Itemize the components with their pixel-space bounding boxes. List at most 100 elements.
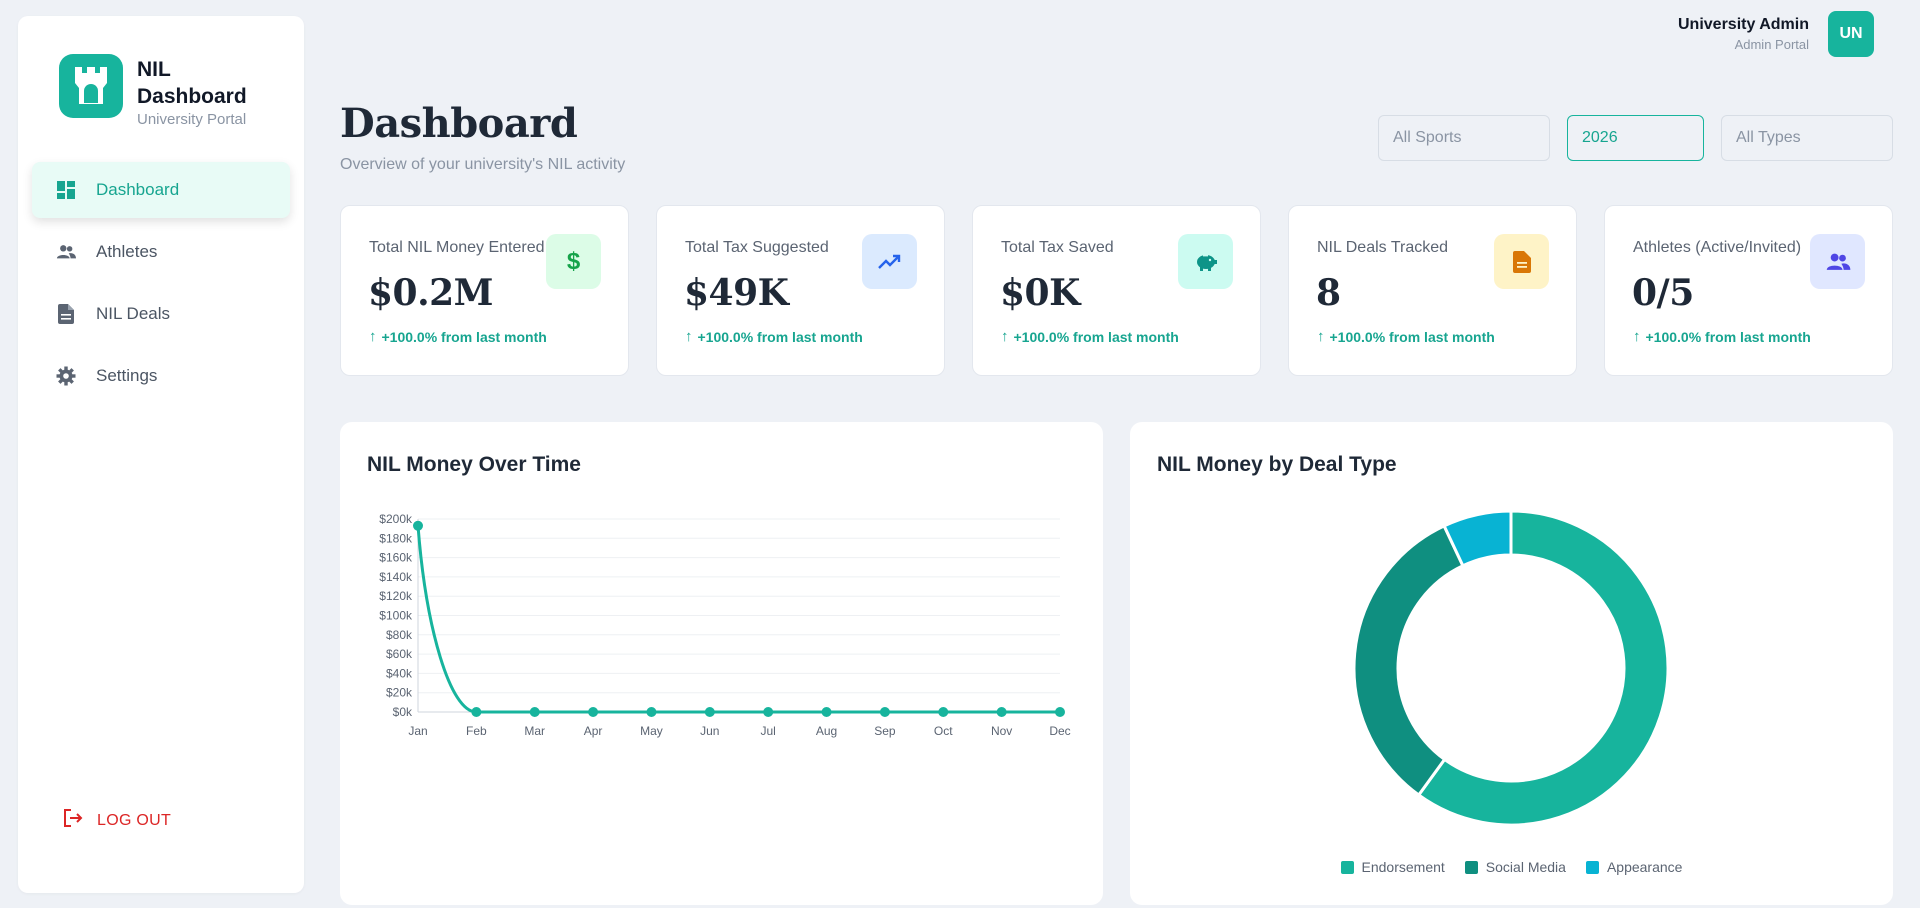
dashboard-icon (56, 180, 76, 200)
legend-label: Endorsement (1361, 859, 1445, 875)
data-point[interactable] (646, 707, 657, 717)
x-tick-label: Apr (584, 724, 603, 738)
chart-legend: Endorsement Social Media Appearance (1130, 859, 1893, 875)
arrow-up-icon: ↑ (1633, 328, 1641, 345)
people-icon (1810, 234, 1865, 289)
sidebar-item-dashboard[interactable]: Dashboard (32, 162, 290, 218)
user-menu[interactable]: University Admin Admin Portal UN (1678, 11, 1874, 57)
arrow-up-icon: ↑ (369, 328, 377, 345)
sport-filter-select[interactable]: All Sports (1378, 115, 1550, 161)
donut-chart (1352, 509, 1670, 827)
stat-card-total-tax-suggested: Total Tax Suggested $49K ↑ +100.0% from l… (656, 205, 945, 376)
piggy-bank-icon (1178, 234, 1233, 289)
data-point[interactable] (588, 707, 599, 717)
x-tick-label: Oct (934, 724, 953, 738)
legend-label: Appearance (1606, 859, 1683, 875)
trending-up-icon (862, 234, 917, 289)
y-tick-label: $20k (386, 686, 413, 700)
year-filter-select[interactable]: 2026 (1567, 115, 1704, 161)
castle-logo-icon (59, 54, 123, 118)
data-point[interactable] (821, 707, 832, 717)
y-tick-label: $0k (393, 705, 413, 719)
legend-label: Social Media (1485, 859, 1566, 875)
arrow-up-icon: ↑ (685, 328, 693, 345)
user-name: University Admin (1678, 16, 1809, 33)
logout-button[interactable]: LOG OUT (63, 808, 171, 833)
brand-title: NIL Dashboard (137, 58, 247, 108)
donut-chart-panel: NIL Money by Deal Type Endorsement Social… (1130, 422, 1893, 905)
arrow-up-icon: ↑ (1317, 328, 1325, 345)
stat-card-total-nil-money: Total NIL Money Entered $0.2M ↑ +100.0% f… (340, 205, 629, 376)
y-tick-label: $120k (379, 589, 413, 603)
sidebar-item-settings[interactable]: Settings (32, 348, 290, 404)
legend-swatch (1585, 860, 1599, 874)
arrow-up-icon: ↑ (1001, 328, 1009, 345)
y-tick-label: $180k (379, 531, 413, 545)
stat-card-athletes: Athletes (Active/Invited) 0/5 ↑ +100.0% f… (1604, 205, 1893, 376)
sidebar: NIL Dashboard University Portal Dashboar… (18, 16, 304, 893)
stat-value: 0/5 (1632, 272, 1694, 314)
stat-label: Total NIL Money Entered (369, 239, 545, 256)
legend-item[interactable]: Appearance (1585, 859, 1683, 875)
stat-label: NIL Deals Tracked (1317, 239, 1449, 256)
sidebar-item-athletes[interactable]: Athletes (32, 224, 290, 280)
filter-bar: All Sports 2026 All Types (1378, 115, 1893, 161)
sidebar-item-nil-deals[interactable]: NIL Deals (32, 286, 290, 342)
sidebar-nav: Dashboard Athletes NIL Deals Settings (32, 162, 290, 410)
stat-delta-text: +100.0% from last month (381, 328, 547, 345)
y-tick-label: $140k (379, 570, 413, 584)
panel-title: NIL Money Over Time (367, 453, 581, 476)
y-tick-label: $80k (386, 628, 413, 642)
x-tick-label: Mar (524, 724, 545, 738)
y-tick-label: $60k (386, 647, 413, 661)
stat-label: Total Tax Saved (1001, 239, 1114, 256)
sidebar-item-label: Athletes (96, 242, 158, 261)
data-point[interactable] (704, 707, 715, 717)
data-point[interactable] (996, 707, 1007, 717)
document-icon (1494, 234, 1549, 289)
avatar[interactable]: UN (1828, 11, 1874, 57)
data-point[interactable] (413, 520, 423, 531)
line-chart: $0k $20k $40k $60k $80k $100k $120k $140k $160k $… (379, 512, 1070, 738)
series-line (416, 525, 1060, 714)
x-tick-label: Jul (761, 724, 776, 738)
data-point[interactable] (938, 707, 949, 717)
stat-delta: ↑ +100.0% from last month (685, 328, 863, 345)
data-point[interactable] (879, 707, 890, 717)
sidebar-item-label: Dashboard (96, 180, 180, 199)
sidebar-item-label: Settings (96, 366, 158, 385)
stat-delta: ↑ +100.0% from last month (1001, 328, 1179, 345)
stat-delta-text: +100.0% from last month (1013, 328, 1179, 345)
data-point[interactable] (1055, 707, 1065, 717)
data-point[interactable] (529, 707, 540, 717)
x-tick-label: Dec (1049, 724, 1070, 738)
brand: NIL Dashboard University Portal (59, 54, 257, 128)
donut-slice-endorsement[interactable] (1416, 509, 1670, 827)
donut-slice-appearance[interactable] (1442, 509, 1513, 568)
sidebar-item-label: NIL Deals (96, 304, 171, 323)
y-tick-label: $200k (379, 512, 413, 526)
donut-slice-social-media[interactable] (1352, 523, 1465, 798)
legend-item[interactable]: Social Media (1464, 859, 1566, 875)
stat-label: Total Tax Suggested (685, 239, 829, 256)
x-tick-label: Sep (874, 724, 896, 738)
x-tick-label: May (640, 724, 663, 738)
stat-delta-text: +100.0% from last month (1645, 328, 1811, 345)
gear-icon (56, 366, 76, 386)
stat-value: 8 (1316, 272, 1341, 314)
data-point[interactable] (763, 707, 774, 717)
page-subtitle: Overview of your university's NIL activi… (340, 156, 626, 173)
stat-value: $0.2M (368, 272, 494, 314)
y-tick-label: $160k (379, 551, 413, 565)
stat-card-total-tax-saved: Total Tax Saved $0K ↑ +100.0% from last m… (972, 205, 1261, 376)
type-filter-select[interactable]: All Types (1721, 115, 1893, 161)
stat-delta: ↑ +100.0% from last month (1633, 328, 1811, 345)
data-point[interactable] (471, 707, 482, 717)
stat-delta-text: +100.0% from last month (1329, 328, 1495, 345)
stat-value: $49K (684, 272, 789, 314)
x-tick-label: Jun (700, 724, 719, 738)
y-tick-label: $100k (379, 609, 413, 623)
panel-title: NIL Money by Deal Type (1157, 453, 1397, 476)
legend-item[interactable]: Endorsement (1340, 859, 1445, 875)
people-icon (56, 242, 76, 262)
